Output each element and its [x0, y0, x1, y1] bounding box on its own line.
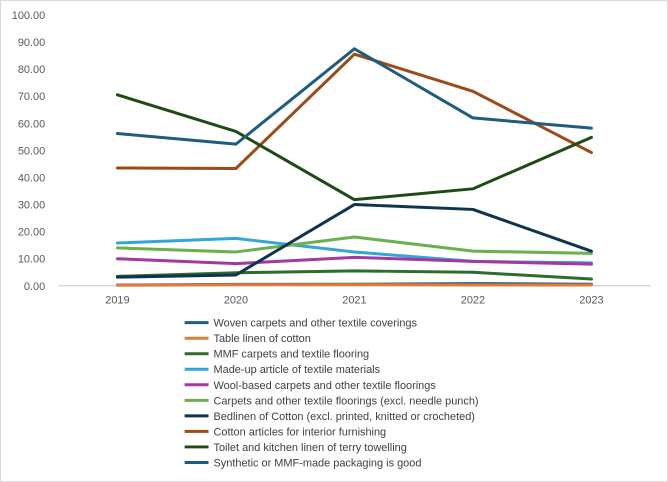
legend: Woven carpets and other textile covering…	[184, 318, 479, 469]
x-tick-label: 2022	[461, 295, 485, 307]
x-tick-label: 2020	[224, 295, 248, 307]
y-tick-label: 80.00	[18, 64, 45, 76]
y-tick-label: 40.00	[18, 172, 45, 184]
legend-label: Made-up article of textile materials	[214, 364, 381, 376]
legend-label: Carpets and other textile floorings (exc…	[214, 395, 479, 407]
legend-label: Synthetic or MMF-made packaging is good	[214, 457, 422, 469]
y-tick-label: 30.00	[18, 200, 45, 212]
series-line	[115, 203, 593, 279]
legend-label: Wool-based carpets and other textile flo…	[214, 380, 437, 392]
series-line	[115, 283, 593, 287]
x-axis: 2019 2020 2021 2022 2023	[105, 295, 603, 307]
legend-label: Woven carpets and other textile covering…	[214, 318, 418, 330]
series-lines	[115, 47, 593, 287]
x-tick-label: 2019	[105, 295, 129, 307]
y-tick-label: 100.00	[12, 10, 45, 22]
series-line	[115, 255, 593, 266]
legend-label: Table linen of cotton	[214, 333, 311, 345]
legend-label: MMF carpets and textile flooring	[214, 349, 370, 361]
legend-label: Cotton articles for interior furnishing	[214, 426, 387, 438]
legend-label: Bedlinen of Cotton (excl. printed, knitt…	[214, 411, 475, 423]
legend-label: Toilet and kitchen linen of terry towell…	[214, 442, 407, 454]
y-tick-label: 50.00	[18, 145, 45, 157]
series-line	[115, 269, 593, 281]
y-tick-label: 0.00	[24, 281, 45, 293]
y-tick-label: 70.00	[18, 91, 45, 103]
series-line	[115, 47, 593, 146]
y-tick-label: 20.00	[18, 227, 45, 239]
x-tick-label: 2023	[579, 295, 603, 307]
series-line	[115, 93, 593, 202]
series-line	[115, 52, 593, 170]
y-tick-label: 60.00	[18, 118, 45, 130]
y-tick-label: 10.00	[18, 254, 45, 266]
series-line	[115, 235, 593, 255]
y-axis: 0.00 10.00 20.00 30.00 40.00 50.00 60.00 70.00 8…	[12, 10, 45, 293]
x-tick-label: 2021	[342, 295, 366, 307]
y-tick-label: 90.00	[18, 37, 45, 49]
